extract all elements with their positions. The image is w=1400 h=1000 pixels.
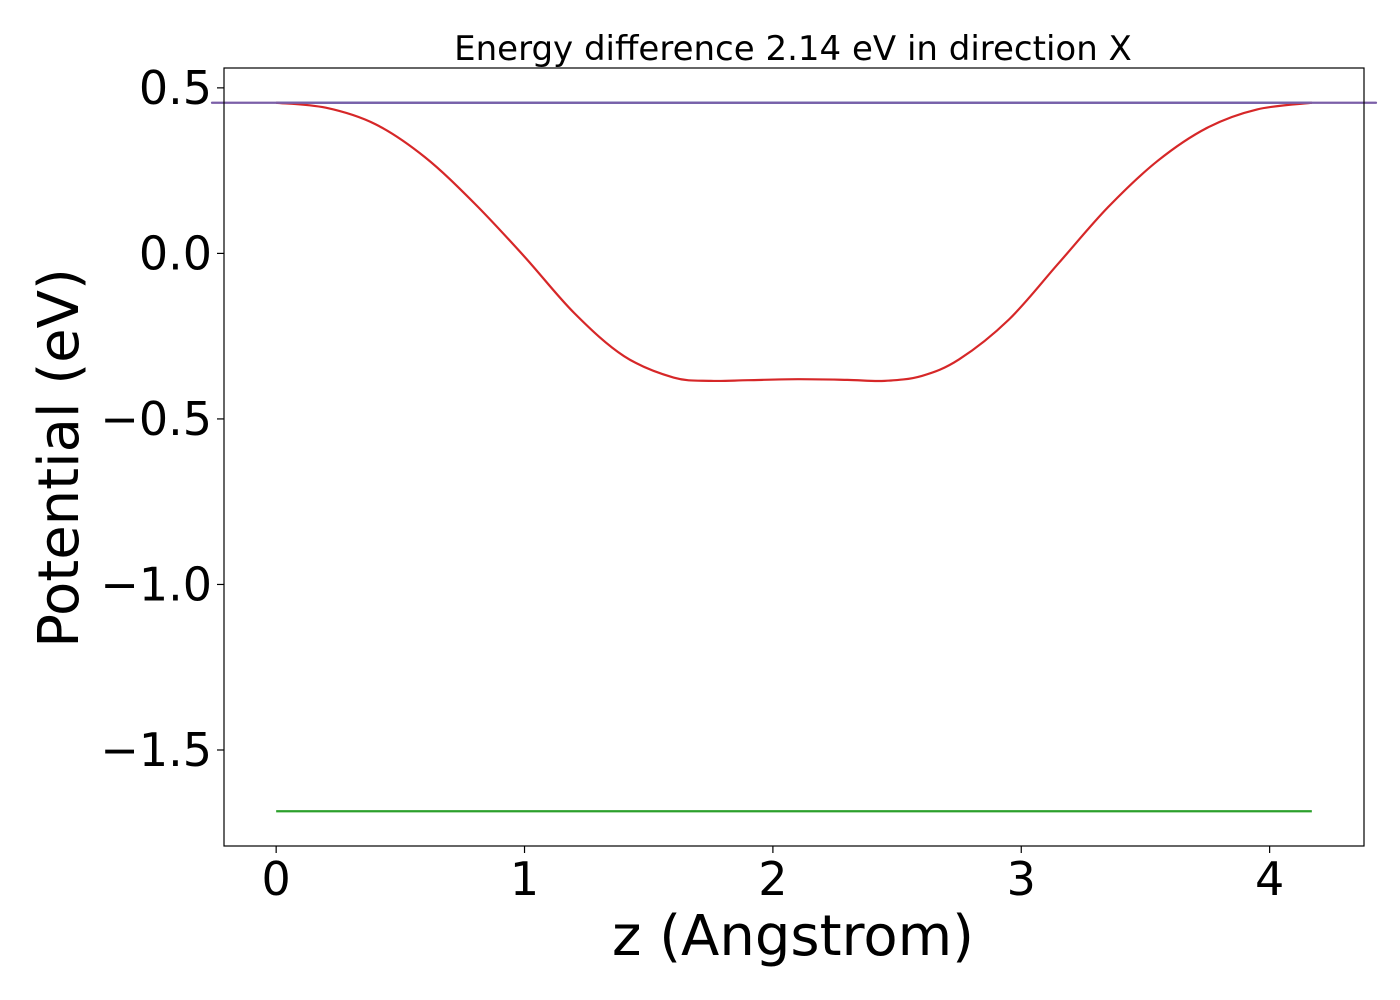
y-axis: 0.5 0.0 −0.5 −1.0 −1.5 <box>100 61 224 777</box>
plot-series <box>211 101 1377 813</box>
y-tick-label: −1.5 <box>100 723 212 777</box>
y-tick-label: 0.0 <box>139 226 212 280</box>
x-tick-label: 0 <box>262 852 291 906</box>
x-tick-label: 3 <box>1007 852 1036 906</box>
x-tick-label: 1 <box>510 852 539 906</box>
y-tick-label: 0.5 <box>139 61 212 115</box>
x-tick-label: 2 <box>758 852 787 906</box>
y-tick-label: −1.0 <box>100 557 212 611</box>
y-tick-label: −0.5 <box>100 392 212 446</box>
y-axis-label: Potential (eV) <box>27 268 92 648</box>
chart-title: Energy difference 2.14 eV in direction X <box>454 29 1132 69</box>
series-line-3 <box>276 101 1312 383</box>
plot-frame <box>223 67 1365 847</box>
x-axis-label: z (Angstrom) <box>612 904 974 969</box>
x-axis: 0 1 2 3 4 <box>262 846 1284 906</box>
x-tick-label: 4 <box>1255 852 1284 906</box>
